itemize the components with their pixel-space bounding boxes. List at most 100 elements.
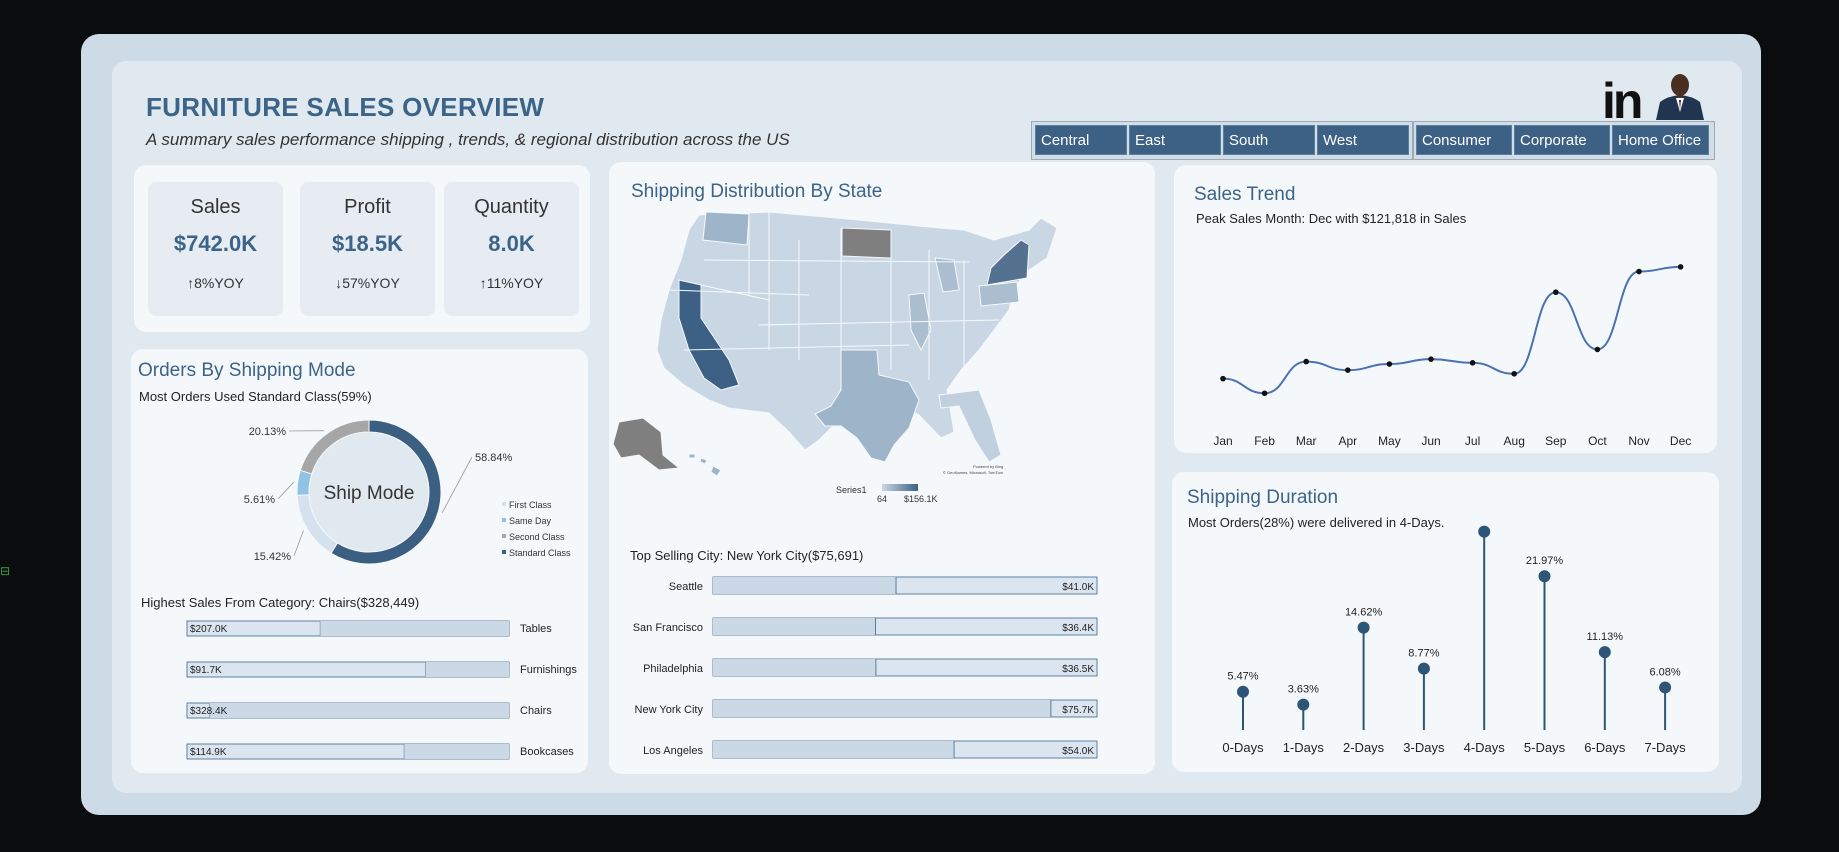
sales-trend-title: Sales Trend bbox=[1194, 184, 1296, 205]
filter-segment-consumer[interactable]: Consumer bbox=[1416, 125, 1512, 155]
trend-point bbox=[1636, 268, 1642, 275]
filter-segment-corporate[interactable]: Corporate bbox=[1514, 125, 1610, 155]
bar-category-label: Bookcases bbox=[520, 746, 574, 758]
x-axis-tick-label: 6-Days bbox=[1584, 740, 1626, 755]
bar-category-label: San Francisco bbox=[633, 622, 703, 634]
bar-value-label: $54.0K bbox=[1062, 746, 1094, 757]
map-legend-gradient bbox=[882, 484, 918, 491]
x-axis-tick-label: Feb bbox=[1254, 434, 1275, 448]
bar-category-label: Philadelphia bbox=[643, 663, 704, 675]
kpi-label: Sales bbox=[190, 196, 241, 218]
trend-point bbox=[1553, 289, 1559, 296]
x-axis-tick-label: Mar bbox=[1296, 434, 1317, 448]
kpi-quantity: Quantity 8.0K ↑11%YOY bbox=[444, 182, 579, 316]
kpi-value: 8.0K bbox=[488, 231, 535, 256]
legend-swatch bbox=[502, 518, 506, 522]
x-axis-tick-label: Aug bbox=[1504, 434, 1525, 448]
filter-region-east[interactable]: East bbox=[1129, 125, 1221, 155]
filter-region-west[interactable]: West bbox=[1317, 125, 1409, 155]
lollipop-dot bbox=[1659, 681, 1672, 694]
filter-segment-home-office[interactable]: Home Office bbox=[1612, 125, 1709, 155]
page-title: FURNITURE SALES OVERVIEW bbox=[146, 92, 545, 122]
donut-leader-line bbox=[293, 530, 304, 557]
kpi-yoy-text: 8%YOY bbox=[194, 275, 244, 291]
map-title: Shipping Distribution By State bbox=[631, 181, 883, 202]
linkedin-logo[interactable]: in bbox=[1602, 73, 1643, 129]
lollipop-data-label: 21.97% bbox=[1526, 555, 1564, 567]
kpi-yoy: ↓57%YOY bbox=[300, 275, 435, 291]
shipping-duration-subtitle: Most Orders(28%) were delivered in 4-Day… bbox=[1188, 515, 1445, 530]
x-axis-tick-label: 7-Days bbox=[1645, 740, 1687, 755]
kpi-yoy: ↑8%YOY bbox=[148, 275, 283, 291]
x-axis-tick-label: Apr bbox=[1338, 434, 1357, 448]
legend-swatch bbox=[502, 550, 506, 554]
shipping-duration-title: Shipping Duration bbox=[1187, 487, 1339, 508]
x-axis-tick-label: 4-Days bbox=[1464, 740, 1506, 755]
lollipop-data-label: 3.63% bbox=[1288, 684, 1319, 696]
lollipop-dot bbox=[1417, 662, 1430, 675]
donut-slice-second-class bbox=[299, 419, 370, 475]
kpi-yoy: ↑11%YOY bbox=[444, 275, 579, 291]
city-subtitle: Top Selling City: New York City($75,691) bbox=[630, 548, 864, 563]
x-axis-tick-label: Dec bbox=[1670, 434, 1691, 448]
bar bbox=[713, 659, 876, 676]
ship-mode-donut-chart: Ship Mode 58.84% 15.42% 5.61% 20.13% First Cl… bbox=[244, 419, 571, 565]
filter-region-central[interactable]: Central bbox=[1035, 125, 1127, 155]
trend-point bbox=[1386, 361, 1393, 367]
lollipop-dot bbox=[1538, 570, 1551, 583]
legend-swatch bbox=[502, 502, 506, 506]
arrow-up-icon: ↑ bbox=[187, 275, 195, 291]
us-state-map[interactable]: Powered by Bing © GeoNames, Microsoft, T… bbox=[609, 200, 1155, 510]
filter-divider bbox=[1412, 122, 1414, 159]
avatar bbox=[1652, 68, 1708, 120]
donut-data-label: 15.42% bbox=[254, 551, 292, 563]
city-bar-chart: $41.0K Seattle $36.4K San Francisco $36.5K Ph… bbox=[633, 576, 1098, 759]
sales-trend-panel bbox=[1174, 165, 1717, 453]
filter-region-south[interactable]: South bbox=[1223, 125, 1315, 155]
bar bbox=[713, 577, 897, 594]
lollipop-dot bbox=[1297, 698, 1310, 711]
arrow-up-icon: ↑ bbox=[479, 275, 487, 291]
trend-point bbox=[1677, 264, 1684, 270]
x-axis-tick-label: Nov bbox=[1628, 434, 1649, 448]
bar-category-label: Seattle bbox=[669, 581, 703, 593]
bar-value-label: $207.0K bbox=[190, 624, 228, 635]
trend-point bbox=[1428, 356, 1434, 362]
sales-trend-line-chart: Jan Feb Mar Apr May Jun Jul Aug Sep Oct Nov Dec bbox=[1213, 264, 1691, 448]
donut-data-label: 20.13% bbox=[249, 426, 287, 438]
kpi-yoy-text: 11%YOY bbox=[486, 275, 544, 291]
lollipop-data-label: 14.62% bbox=[1345, 607, 1383, 619]
bar bbox=[404, 744, 509, 759]
filter-slicer-bar: Central East South West Consumer Corpora… bbox=[1031, 121, 1715, 160]
x-axis-tick-label: 3-Days bbox=[1403, 740, 1445, 755]
legend-entry: Same Day bbox=[509, 516, 552, 526]
state-hawaii bbox=[688, 453, 722, 477]
bar-value-label: $75.7K bbox=[1062, 705, 1094, 716]
state-california bbox=[678, 279, 740, 391]
category-bar-chart: $207.0K Tables $91.7K Furnishings $328.4K Cha… bbox=[186, 620, 577, 760]
lollipop-dot bbox=[1237, 685, 1249, 698]
bar-value-label: $114.9K bbox=[190, 747, 227, 758]
donut-leader-line bbox=[277, 481, 294, 500]
x-axis-tick-label: Jun bbox=[1421, 434, 1440, 448]
kpi-value: $18.5K bbox=[332, 231, 403, 256]
donut-data-label: 5.61% bbox=[244, 494, 275, 506]
trend-point bbox=[1594, 346, 1601, 353]
ship-mode-title: Orders By Shipping Mode bbox=[138, 360, 356, 381]
map-legend-min: 64 bbox=[877, 494, 888, 504]
donut-data-label: 58.84% bbox=[475, 452, 513, 464]
x-axis-tick-label: 0-Days bbox=[1222, 740, 1264, 755]
legend-entry: Standard Class bbox=[509, 548, 571, 558]
kpi-profit: Profit $18.5K ↓57%YOY bbox=[300, 182, 435, 316]
sales-trend-subtitle: Peak Sales Month: Dec with $121,818 in S… bbox=[1196, 211, 1467, 226]
side-handle-icon[interactable]: ⊟ bbox=[0, 564, 11, 578]
bar-category-label: Los Angeles bbox=[643, 745, 703, 757]
bar bbox=[713, 700, 1051, 717]
lollipop-data-label: 28.34% bbox=[1466, 520, 1504, 523]
x-axis-tick-label: Sep bbox=[1545, 434, 1567, 448]
lollipop-data-label: 8.77% bbox=[1408, 648, 1439, 660]
lollipop-dot bbox=[1357, 621, 1370, 634]
shipping-duration-panel bbox=[1172, 472, 1719, 772]
map-legend-max: $156.1K bbox=[904, 494, 938, 504]
map-legend-series: Series1 bbox=[836, 485, 867, 495]
